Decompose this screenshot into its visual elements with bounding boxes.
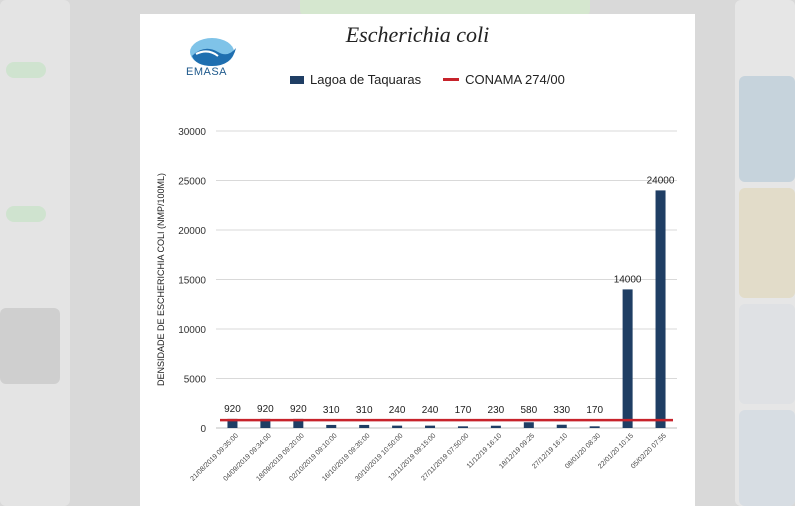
background-badge bbox=[6, 206, 46, 222]
bar bbox=[622, 289, 633, 428]
data-label: 580 bbox=[520, 405, 537, 416]
chart-legend: Lagoa de Taquaras CONAMA 274/00 bbox=[290, 72, 565, 87]
data-label: 240 bbox=[389, 405, 406, 416]
chart-title: Escherichia coli bbox=[345, 22, 490, 47]
y-tick-label: 25000 bbox=[178, 177, 206, 188]
legend-item-series: Lagoa de Taquaras bbox=[290, 72, 421, 87]
x-tick-label: 11/12/19 16:10 bbox=[466, 432, 504, 470]
background-badge bbox=[6, 62, 46, 78]
legend-item-reference: CONAMA 274/00 bbox=[443, 72, 565, 87]
background-left-panel bbox=[0, 0, 70, 506]
background-thumbnail bbox=[739, 304, 795, 404]
legend-swatch-bar bbox=[290, 75, 304, 84]
legend-swatch-line bbox=[443, 78, 460, 81]
y-tick-label: 20000 bbox=[178, 226, 206, 237]
x-tick-label: 05/02/20 07:55 bbox=[630, 432, 668, 470]
data-label: 170 bbox=[586, 405, 603, 416]
data-label: 170 bbox=[455, 405, 472, 416]
data-label: 330 bbox=[553, 405, 570, 416]
background-thumbnail bbox=[739, 76, 795, 182]
emasa-logo-icon bbox=[190, 38, 236, 66]
bar bbox=[425, 425, 436, 428]
data-label: 920 bbox=[224, 404, 241, 415]
bar bbox=[326, 424, 337, 428]
background-top-bar bbox=[300, 0, 590, 16]
legend-label-series: Lagoa de Taquaras bbox=[310, 72, 422, 87]
logo-text: EMASA bbox=[186, 66, 228, 78]
bar bbox=[359, 424, 370, 428]
y-tick-label: 15000 bbox=[178, 276, 206, 287]
bar bbox=[293, 418, 304, 428]
data-label: 310 bbox=[356, 405, 373, 416]
bar bbox=[523, 422, 534, 428]
y-tick-label: 30000 bbox=[178, 127, 206, 138]
y-axis-title: DENSIDADE DE ESCHERICHIA COLI (NMP/100ML… bbox=[156, 173, 166, 386]
background-thumbnail bbox=[739, 410, 795, 506]
background-card bbox=[0, 308, 60, 384]
bar bbox=[556, 424, 567, 428]
y-tick-label: 5000 bbox=[184, 375, 207, 386]
bar bbox=[490, 425, 501, 428]
data-label: 24000 bbox=[647, 175, 675, 186]
bar bbox=[392, 425, 403, 428]
bar bbox=[655, 190, 666, 428]
data-label: 310 bbox=[323, 405, 340, 416]
bar bbox=[260, 418, 271, 428]
data-label: 920 bbox=[257, 404, 274, 415]
bar bbox=[589, 426, 600, 428]
data-label: 14000 bbox=[614, 274, 642, 285]
y-tick-label: 0 bbox=[200, 424, 206, 435]
data-label: 230 bbox=[488, 405, 505, 416]
chart-panel: Escherichia coli EMASA Lagoa de Taquaras… bbox=[140, 14, 695, 506]
chart-plot: 0 5000 10000 15000 20000 25000 30000 DENSIDADE … bbox=[156, 127, 677, 483]
background-thumbnail bbox=[739, 188, 795, 298]
bar bbox=[227, 418, 238, 428]
data-label: 240 bbox=[422, 405, 439, 416]
legend-label-reference: CONAMA 274/00 bbox=[465, 72, 565, 87]
data-label: 920 bbox=[290, 404, 307, 415]
bar bbox=[457, 426, 468, 428]
y-tick-label: 10000 bbox=[178, 325, 206, 336]
